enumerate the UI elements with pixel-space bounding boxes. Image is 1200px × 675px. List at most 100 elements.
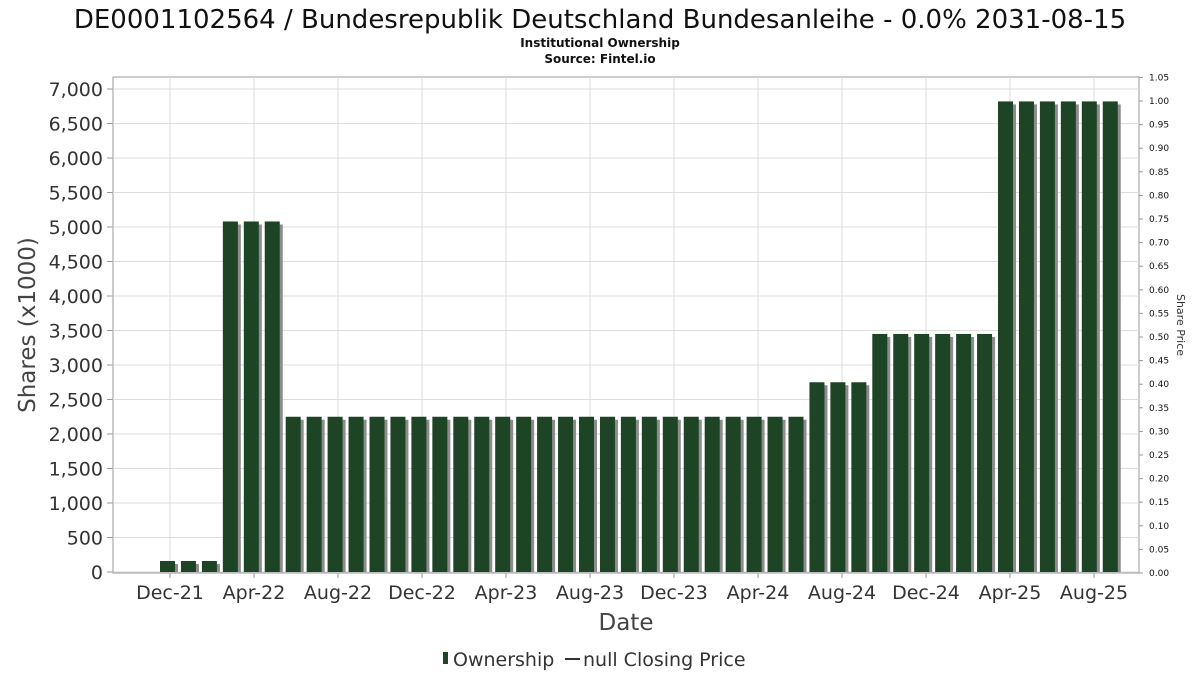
ownership-bar [495,416,511,572]
x-tick-label: Aug-23 [556,582,624,604]
y-tick-label: 0 [91,562,103,584]
y-tick-label: 500 [67,528,103,550]
y-tick-label: 1,000 [49,493,103,515]
y2-tick-label: 0.15 [1149,498,1169,508]
y2-tick-label: 0.45 [1149,357,1169,367]
ownership-bar [641,416,657,572]
y2-tick-label: 1.00 [1149,97,1169,107]
ownership-bar [180,560,196,572]
ownership-bar [1081,101,1097,573]
ownership-bar [830,382,846,572]
chart-source: Source: Fintel.io [544,52,655,66]
ownership-bar [306,416,322,572]
y2-tick-label: 0.65 [1149,262,1169,272]
y2-tick-label: 0.55 [1149,309,1169,319]
y-tick-label: 3,000 [49,355,103,377]
ownership-bar [998,101,1013,573]
ownership-bar [537,416,553,572]
y-tick-label: 4,500 [49,252,103,274]
y2-tick-label: 0.85 [1149,168,1169,178]
ownership-bar [579,416,594,572]
y-tick-label: 5,000 [49,217,103,239]
y2-tick-label: 0.70 [1149,239,1169,249]
chart-title: DE0001102564 / Bundesrepublik Deutschlan… [74,5,1126,35]
legend: Ownership null Closing Price [443,649,746,671]
x-tick-label: Dec-24 [892,582,960,604]
y2-tick-label: 0.40 [1149,380,1169,390]
x-tick-label: Aug-24 [808,582,876,604]
x-tick-label: Aug-25 [1060,582,1128,604]
y-tick-label: 4,000 [49,286,103,308]
y-tick-label: 2,000 [49,424,103,446]
ownership-bar [327,416,343,572]
y2-tick-label: 1.05 [1149,73,1169,83]
y2-tick-label: 0.95 [1149,121,1169,131]
x-axis-ticks: Dec-21 Apr-22 Aug-22 Dec-22 Apr-23 Aug-23 Dec-… [136,573,1128,604]
y2-tick-label: 0.10 [1149,522,1169,532]
ownership-bar [1039,101,1055,573]
ownership-bar [704,416,720,572]
y-tick-label: 3,500 [49,321,103,343]
ownership-bar [746,416,762,572]
ownership-bar [977,333,993,572]
ownership-bar [369,416,385,572]
legend-ownership-swatch [443,652,448,664]
x-tick-label: Apr-24 [727,582,790,604]
y2-axis-label: Share Price [1174,294,1187,356]
ownership-bar [558,416,574,572]
ownership-bar [1102,101,1118,573]
x-tick-label: Dec-21 [136,582,204,604]
y2-tick-label: 0.05 [1149,545,1169,555]
ownership-bar [809,382,825,572]
y2-tick-label: 0.60 [1149,286,1169,296]
ownership-bar [620,416,636,572]
ownership-bar [956,333,972,572]
y2-tick-label: 0.20 [1149,475,1169,485]
ownership-bar [683,416,699,572]
ownership-bar [893,333,909,572]
y2-tick-label: 0.30 [1149,427,1169,437]
y-tick-label: 2,500 [49,390,103,412]
ownership-bar [453,416,469,572]
ownership-bar [390,416,406,572]
y2-tick-label: 0.90 [1149,144,1169,154]
y2-tick-label: 0.25 [1149,451,1169,461]
legend-ownership-label: Ownership [453,649,554,671]
x-tick-label: Apr-23 [475,582,538,604]
ownership-bar [201,560,217,572]
ownership-bar [767,416,783,572]
ownership-bar [935,333,951,572]
ownership-bars [160,101,1121,573]
ownership-bar [788,416,804,572]
y-tick-label: 6,500 [49,114,103,136]
y2-axis-ticks: 0.00 0.05 0.10 0.15 0.20 0.25 0.30 0.35 0.40 0.45… [1139,73,1169,579]
ownership-bar [160,560,175,572]
ownership-bar [1060,101,1076,573]
ownership-bar [516,416,532,572]
ownership-bar [411,416,427,572]
ownership-bar [285,416,301,572]
y2-tick-label: 0.75 [1149,215,1169,225]
y-tick-label: 5,500 [49,183,103,205]
y-tick-label: 6,000 [49,148,103,170]
ownership-bar [662,416,678,572]
x-tick-label: Dec-22 [388,582,456,604]
y-axis-label: Shares (x1000) [15,237,41,413]
ownership-bar [725,416,741,572]
y-tick-label: 1,500 [49,459,103,481]
x-axis-label: Date [599,610,654,636]
ownership-bar [474,416,490,572]
legend-price-label: null Closing Price [583,649,746,671]
y-tick-label: 7,000 [49,79,103,101]
x-tick-label: Apr-22 [223,582,286,604]
y-axis-ticks: 0 500 1,000 1,500 2,000 2,500 3,000 3,500 4,000 4… [49,79,113,584]
x-tick-label: Dec-23 [640,582,708,604]
ownership-bar [432,416,448,572]
ownership-bar [222,221,238,573]
x-tick-label: Apr-25 [979,582,1042,604]
ownership-bar [872,333,888,572]
y2-tick-label: 0.50 [1149,333,1169,343]
chart-subtitle: Institutional Ownership [520,36,680,50]
y2-tick-label: 0.00 [1149,569,1169,579]
